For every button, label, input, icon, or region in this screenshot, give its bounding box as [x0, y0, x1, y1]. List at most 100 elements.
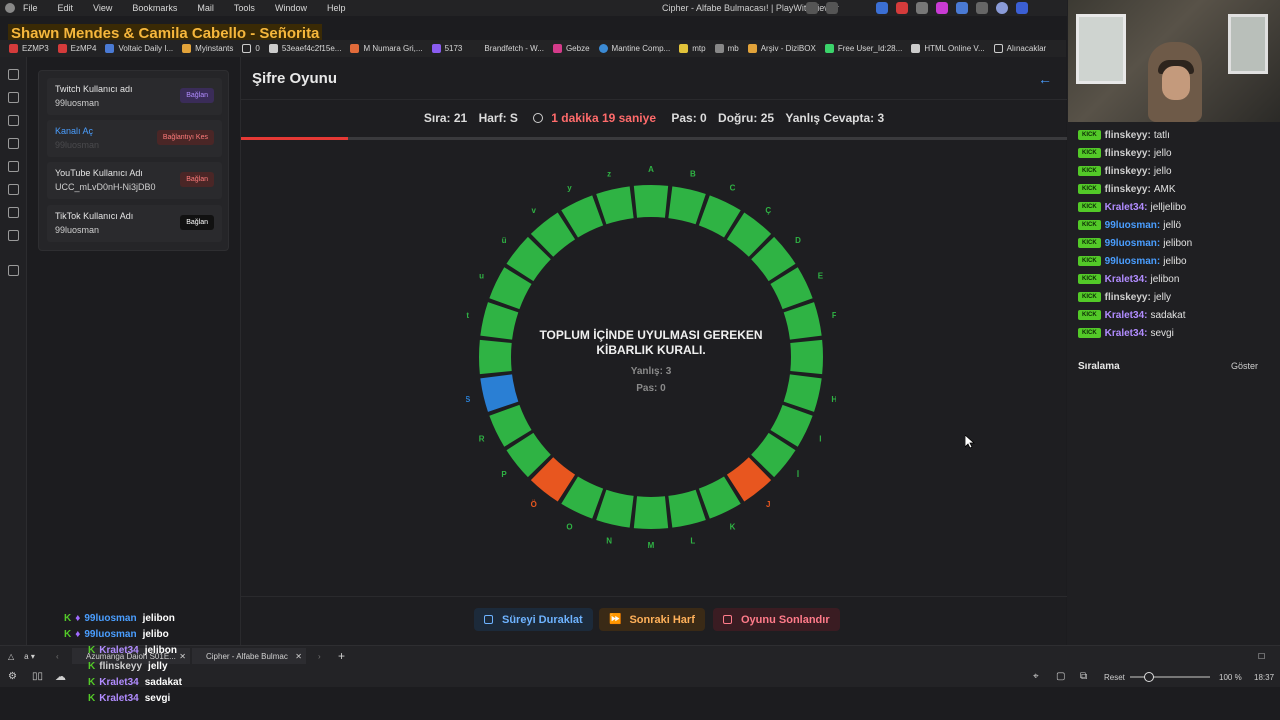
mail-icon[interactable] — [7, 230, 19, 241]
overlay-chat-message: K ♦ 99luosman jelibo — [64, 629, 169, 640]
kick-badge: KICK — [1078, 202, 1101, 212]
bookmark-folder[interactable]: 0 — [242, 44, 260, 53]
new-tab-button[interactable]: + — [338, 649, 346, 663]
menu-tools[interactable]: Tools — [233, 3, 255, 13]
panel-toggle-icon[interactable]: ▯▯ — [32, 671, 44, 682]
bookmark-item[interactable]: Mantine Comp... — [598, 44, 670, 53]
bookmark-item[interactable]: 53eaef4c2f15e... — [268, 44, 341, 53]
twitch-connect-button[interactable]: Bağlan — [180, 88, 214, 103]
kick-icon: K — [88, 693, 96, 704]
next-letter-button[interactable]: ⏩ Sonraki Harf — [599, 608, 705, 631]
bookmark-item[interactable]: Arşiv - DiziBOX — [747, 44, 816, 53]
translate-icon[interactable] — [806, 2, 818, 14]
bookmarks-panel-icon[interactable] — [7, 69, 19, 80]
bookmark-item[interactable]: HTML Online V... — [911, 44, 985, 53]
menu-file[interactable]: File — [23, 3, 38, 13]
extension-icon[interactable] — [896, 2, 908, 14]
chat-username[interactable]: 99luosman: — [1104, 219, 1161, 231]
chat-username[interactable]: 99luosman: — [1104, 255, 1161, 267]
tab-azumanga[interactable]: Azumanga Daioh S01E... ✕ — [72, 648, 190, 664]
zoom-slider-knob[interactable] — [1144, 672, 1154, 682]
window-icon[interactable] — [7, 184, 19, 195]
youtube-connect-button[interactable]: Bağlan — [180, 172, 214, 187]
tab-cipher[interactable]: Cipher - Alfabe Bulmac ✕ — [192, 648, 306, 664]
open-channel-link[interactable]: Kanalı Aç — [55, 126, 94, 136]
chat-username[interactable]: flinskeyy: — [1104, 291, 1151, 303]
shield-icon[interactable] — [916, 2, 928, 14]
tile-icon[interactable]: ▢ — [1056, 671, 1066, 682]
page-actions-icon[interactable]: ⧉ — [1080, 671, 1088, 682]
tab-nav[interactable]: ‹ — [56, 651, 59, 661]
youtube-username[interactable]: UCC_mLvD0nH-Ni3jDB0 — [55, 182, 156, 192]
disconnect-button[interactable]: Bağlantıyı Kes — [156, 130, 214, 145]
reading-list-icon[interactable] — [7, 207, 19, 218]
menu-view[interactable]: View — [93, 3, 113, 13]
chat-message: KICK Kralet34: jelljelibo — [1078, 198, 1278, 216]
chat-username[interactable]: flinskeyy: — [1104, 129, 1151, 141]
add-panel-icon[interactable] — [7, 265, 19, 276]
chat-username[interactable]: flinskeyy: — [1104, 183, 1151, 195]
menu-mail[interactable]: Mail — [197, 3, 214, 13]
chat-username[interactable]: Kralet34: — [1104, 309, 1148, 321]
extension-icon[interactable] — [976, 2, 988, 14]
settings-icon[interactable]: ⚙ — [8, 671, 17, 682]
translate-icon[interactable] — [7, 161, 19, 172]
back-arrow-icon[interactable]: ← — [1038, 71, 1052, 87]
chat-username[interactable]: Kralet34: — [1104, 327, 1148, 339]
letter-segment-J — [726, 457, 772, 502]
extension-icon[interactable] — [1016, 2, 1028, 14]
menu-window[interactable]: Window — [274, 3, 307, 13]
bookmark-icon — [350, 44, 360, 53]
history-icon[interactable] — [7, 115, 19, 126]
tiktok-username[interactable]: 99luosman — [55, 225, 100, 235]
bookmark-item[interactable]: mtp — [679, 44, 706, 53]
bookmark-item[interactable]: Myinstants — [182, 44, 233, 53]
chat-message: KICK Kralet34: sadakat — [1078, 306, 1278, 324]
pause-timer-button[interactable]: Süreyi Duraklat — [474, 608, 593, 631]
chat-username[interactable]: 99luosman: — [1104, 237, 1161, 249]
chat-username[interactable]: Kralet34: — [1104, 273, 1148, 285]
zoom-slider[interactable] — [1130, 672, 1210, 682]
time-remaining: 1 dakika 19 saniye — [551, 111, 656, 125]
menu-edit[interactable]: Edit — [57, 3, 74, 13]
letter-segment-z — [596, 186, 634, 225]
bookmark-item[interactable]: 5173 — [431, 44, 462, 53]
capture-icon[interactable]: ⌖ — [1033, 671, 1039, 682]
profile-icon[interactable] — [996, 2, 1008, 14]
bookmark-icon[interactable] — [826, 2, 838, 14]
cloud-icon[interactable]: ☁ — [55, 671, 66, 683]
bookmark-item[interactable]: EzMP4 — [57, 44, 96, 53]
bookmark-folder[interactable]: Alınacaklar — [993, 44, 1046, 53]
bookmark-item[interactable]: Brandfetch - W... — [484, 44, 544, 53]
chat-username[interactable]: Kralet34: — [1104, 201, 1148, 213]
tab-scroll[interactable]: › — [318, 651, 321, 661]
notes-icon[interactable] — [7, 138, 19, 149]
chat-username[interactable]: flinskeyy: — [1104, 165, 1151, 177]
bookmark-item[interactable]: M Numara Gri,... — [350, 44, 423, 53]
extension-icon[interactable] — [956, 2, 968, 14]
letter-label-H: H — [831, 395, 836, 404]
end-game-button[interactable]: Oyunu Sonlandır — [713, 608, 840, 631]
tiktok-connect-button[interactable]: Bağlan — [180, 215, 214, 230]
bookmark-item[interactable]: EZMP3 — [9, 44, 49, 53]
ranking-show-button[interactable]: Göster — [1231, 361, 1259, 371]
kick-username[interactable]: 99luosman — [55, 140, 100, 150]
bookmark-item[interactable]: Voltaic Daily I... — [105, 44, 173, 53]
extension-icon[interactable] — [876, 2, 888, 14]
extension-icon[interactable] — [936, 2, 948, 14]
close-icon[interactable]: ✕ — [179, 651, 186, 661]
overlay-chat-message: K Kralet34 sevgi — [88, 693, 170, 704]
chat-username[interactable]: flinskeyy: — [1104, 147, 1151, 159]
downloads-icon[interactable] — [7, 92, 19, 103]
menu-bookmarks[interactable]: Bookmarks — [132, 3, 178, 13]
app-icon[interactable] — [5, 3, 15, 13]
bookmark-item[interactable]: Gebze — [552, 44, 590, 53]
menu-help[interactable]: Help — [326, 3, 346, 13]
zoom-reset-button[interactable]: Reset — [1104, 673, 1125, 682]
notifications-icon[interactable]: ☐ — [1258, 651, 1266, 661]
twitch-username[interactable]: 99luosman — [55, 98, 100, 108]
workspace-icon[interactable]: △ a ▾ — [8, 651, 35, 661]
bookmark-item[interactable]: Free User_Id:28... — [824, 44, 902, 53]
bookmark-item[interactable]: mb — [714, 44, 739, 53]
close-icon[interactable]: ✕ — [295, 651, 302, 661]
